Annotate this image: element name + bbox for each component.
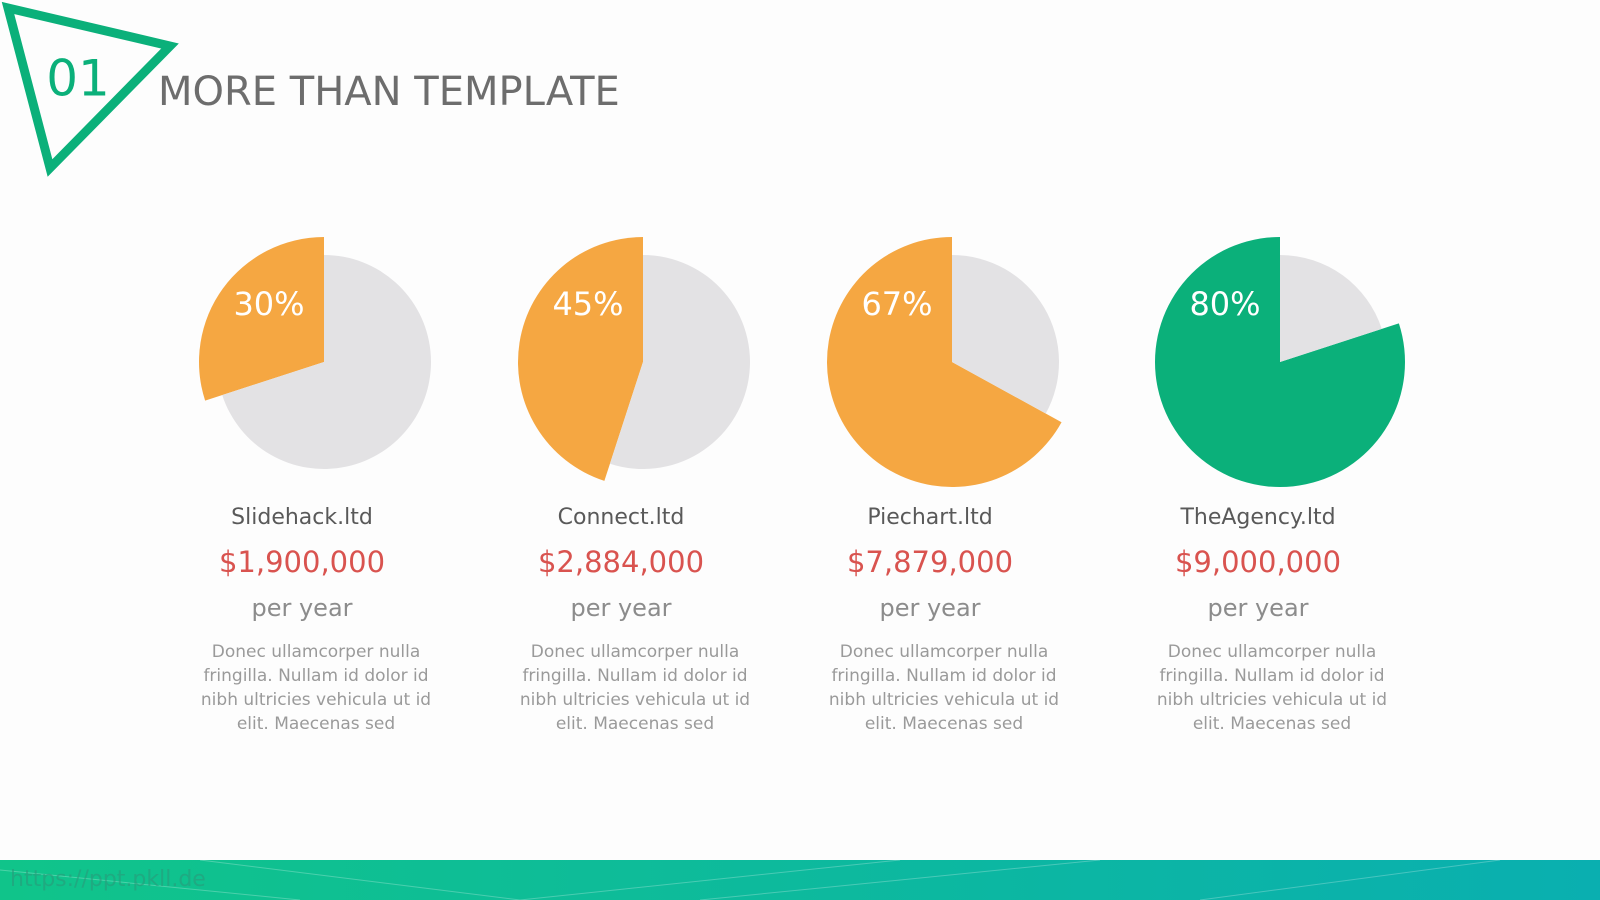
amount: $2,884,000 (537, 545, 705, 579)
pie-slice (1280, 255, 1382, 362)
pie-slice (518, 237, 643, 481)
pie-slice (1155, 237, 1405, 488)
watermark: https://ppt.pkll.de (10, 867, 206, 892)
company-name: Connect.ltd (557, 505, 685, 530)
value-label: 45% (552, 285, 623, 323)
company-name: TheAgency.ltd (1180, 505, 1336, 530)
description: Donec ullamcorper nulla fringilla. Nulla… (1156, 642, 1388, 734)
header-triangle (1, 1, 179, 177)
description: Donec ullamcorper nulla fringilla. Nulla… (200, 642, 432, 734)
pie-slice (827, 237, 1062, 488)
value-label: 67% (861, 285, 932, 323)
footer-pattern (0, 859, 1501, 900)
pie-slice (952, 255, 1059, 414)
value-label: 80% (1189, 285, 1260, 323)
amount-unit: per year (879, 594, 981, 622)
value-label: 30% (233, 285, 304, 323)
amount: $1,900,000 (218, 545, 386, 579)
amount-unit: per year (1207, 594, 1309, 622)
company-name: Piechart.ltd (867, 505, 993, 530)
pie-slice (609, 255, 750, 469)
slide-title: MORE THAN TEMPLATE (158, 69, 620, 115)
pie-slice (199, 237, 324, 401)
description: Donec ullamcorper nulla fringilla. Nulla… (519, 642, 751, 734)
amount-unit: per year (570, 594, 672, 622)
company-name: Slidehack.ltd (231, 505, 373, 530)
description: Donec ullamcorper nulla fringilla. Nulla… (828, 642, 1060, 734)
amount-unit: per year (251, 594, 353, 622)
amount: $7,879,000 (846, 545, 1014, 579)
pie-slice (222, 255, 431, 469)
section-number: 01 (46, 50, 110, 108)
amount: $9,000,000 (1174, 545, 1342, 579)
footer-band (0, 860, 1600, 900)
